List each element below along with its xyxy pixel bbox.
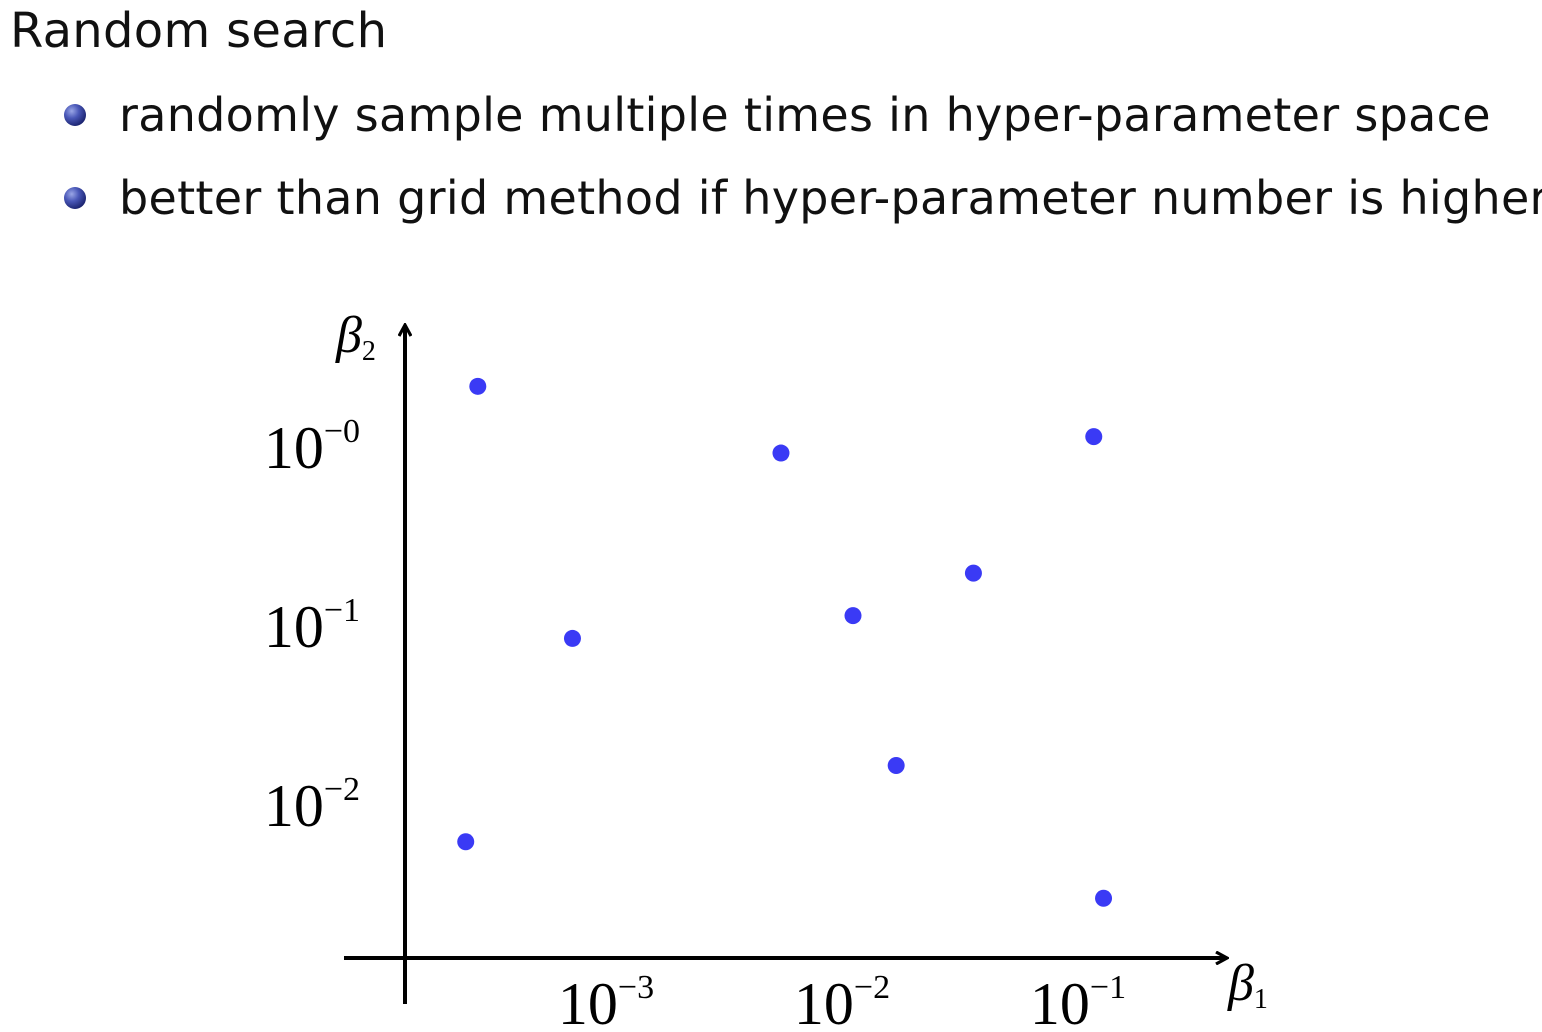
y-tick-label-base: 10 [264,594,324,660]
bullet-text: randomly sample multiple times in hyper-… [119,88,1491,142]
y-tick-label-exponent: −1 [324,592,360,629]
x-axis-label-subscript: 1 [1254,984,1268,1015]
x-axis-label: β1 [1227,955,1268,1015]
data-points [457,377,1113,907]
bullet-text: better than grid method if hyper-paramet… [119,171,1542,225]
y-tick-label: 10−2 [264,771,360,839]
y-tick-label-base: 10 [264,415,324,481]
slide-title: Random search [10,3,388,59]
scatter-point [964,564,982,582]
bullet-item: randomly sample multiple times in hyper-… [64,84,1491,146]
y-tick-labels: 10−010−110−2 [264,413,360,839]
x-tick-label-base: 10 [558,971,618,1032]
y-axis-label-symbol: β [335,307,362,364]
scatter-point [887,756,905,774]
y-axis-label: β2 [335,307,376,367]
scatter-point [457,833,475,851]
y-axis-label-subscript: 2 [362,336,376,367]
bullet-sphere-icon [64,104,86,126]
x-tick-label-exponent: −3 [618,969,654,1006]
y-tick-label-base: 10 [264,773,324,839]
bullet-sphere-icon [64,187,86,209]
scatter-point [563,629,581,647]
y-tick-label-exponent: −2 [324,771,360,808]
x-tick-label-base: 10 [794,971,854,1032]
scatter-point [469,377,487,395]
scatter-point [1095,889,1113,907]
x-axis-label-symbol: β [1227,955,1254,1012]
scatter-point [1085,428,1103,446]
scatter-point [844,607,862,625]
x-tick-label-base: 10 [1030,971,1090,1032]
x-tick-label: 10−2 [794,969,890,1032]
x-tick-label: 10−1 [1030,969,1126,1032]
bullet-item: better than grid method if hyper-paramet… [64,167,1542,229]
x-tick-label: 10−3 [558,969,654,1032]
scatter-point [772,444,790,462]
y-tick-label: 10−1 [264,592,360,660]
x-tick-label-exponent: −2 [854,969,890,1006]
x-tick-label-exponent: −1 [1090,969,1126,1006]
y-tick-label: 10−0 [264,413,360,481]
y-tick-label-exponent: −0 [324,413,360,450]
x-tick-labels: 10−3 10−2 10−1 [558,969,1126,1032]
